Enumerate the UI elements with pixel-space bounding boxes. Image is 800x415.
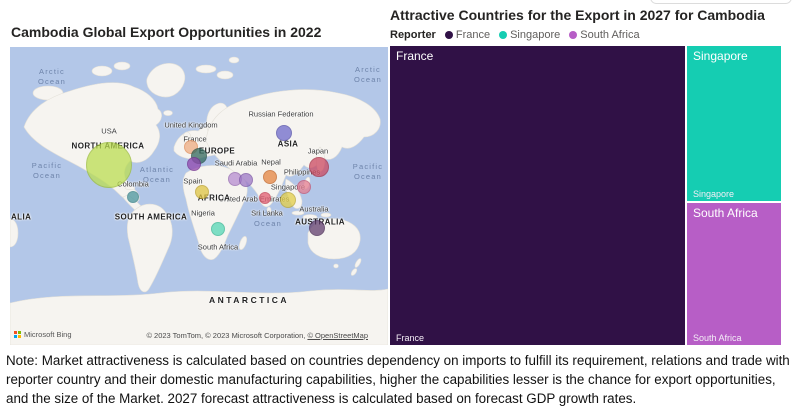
legend-dot-icon (569, 31, 578, 39)
legend-dot-icon (499, 31, 508, 39)
treemap-chart: France France Singapore Singapore South Afri… (390, 46, 781, 345)
legend-item-label: France (455, 29, 491, 41)
legend-dot-icon (444, 31, 453, 39)
map-bubble-usa[interactable] (86, 142, 132, 188)
treemap-block-label: Singapore (693, 49, 748, 63)
legend-item-label: Singapore (510, 29, 561, 41)
map-bubble-nepal[interactable] (263, 170, 277, 184)
map-bubble-saudi-arabia-2[interactable] (239, 173, 253, 187)
map-bubble-japan[interactable] (309, 157, 329, 177)
legend-item-south-africa[interactable]: South Africa (569, 29, 640, 41)
footnote: Note: Market attractiveness is calculate… (6, 353, 790, 406)
treemap-title: Attractive Countries for the Export in 2… (390, 7, 765, 23)
microsoft-bing-logo[interactable]: Microsoft Bing (14, 330, 72, 339)
treemap-block-france[interactable]: France France (390, 46, 685, 345)
legend-item-singapore[interactable]: Singapore (499, 29, 560, 41)
treemap-block-south-africa[interactable]: South Africa South Africa (687, 203, 781, 345)
map-bubble-spain[interactable] (195, 185, 209, 199)
legend-items: France Singapore South Africa (444, 29, 640, 41)
map-title: Cambodia Global Export Opportunities in … (11, 24, 322, 40)
map-attribution: © 2023 TomTom, © 2023 Microsoft Corporat… (146, 331, 368, 340)
treemap-block-footer-label: South Africa (693, 333, 742, 343)
legend-item-france[interactable]: France (444, 29, 491, 41)
microsoft-logo-icon (14, 331, 21, 338)
bing-logo-text: Microsoft Bing (24, 330, 72, 339)
map-bubble-europe-unlabeled[interactable] (187, 157, 201, 171)
treemap-block-footer-label: Singapore (693, 189, 735, 199)
map-bubble-philippines[interactable] (297, 180, 311, 194)
world-map[interactable]: Arctic Ocean Arctic Ocean Pacific Ocean Atl… (10, 47, 388, 345)
treemap-block-label: South Africa (693, 206, 758, 220)
legend-item-label: South Africa (580, 29, 640, 41)
map-bubble-colombia[interactable] (127, 191, 139, 203)
map-bubble-australia[interactable] (309, 220, 325, 236)
map-bubble-singapore[interactable] (280, 192, 296, 208)
openstreetmap-link[interactable]: © OpenStreetMap (307, 331, 368, 340)
map-bubble-south-africa[interactable] (211, 222, 225, 236)
attribution-text: © 2023 TomTom, © 2023 Microsoft Corporat… (146, 331, 308, 340)
legend-title: Reporter (390, 29, 436, 41)
treemap-block-footer-label: France (396, 333, 425, 343)
treemap-block-label: France (396, 49, 434, 63)
treemap-legend: Reporter France Singapore South Africa (390, 27, 640, 43)
map-bubble-united-arab-emirates[interactable] (259, 192, 271, 204)
map-bubble-russian-federation[interactable] (276, 125, 292, 141)
visual-header-pill (650, 0, 792, 4)
treemap-block-singapore[interactable]: Singapore Singapore (687, 46, 781, 201)
